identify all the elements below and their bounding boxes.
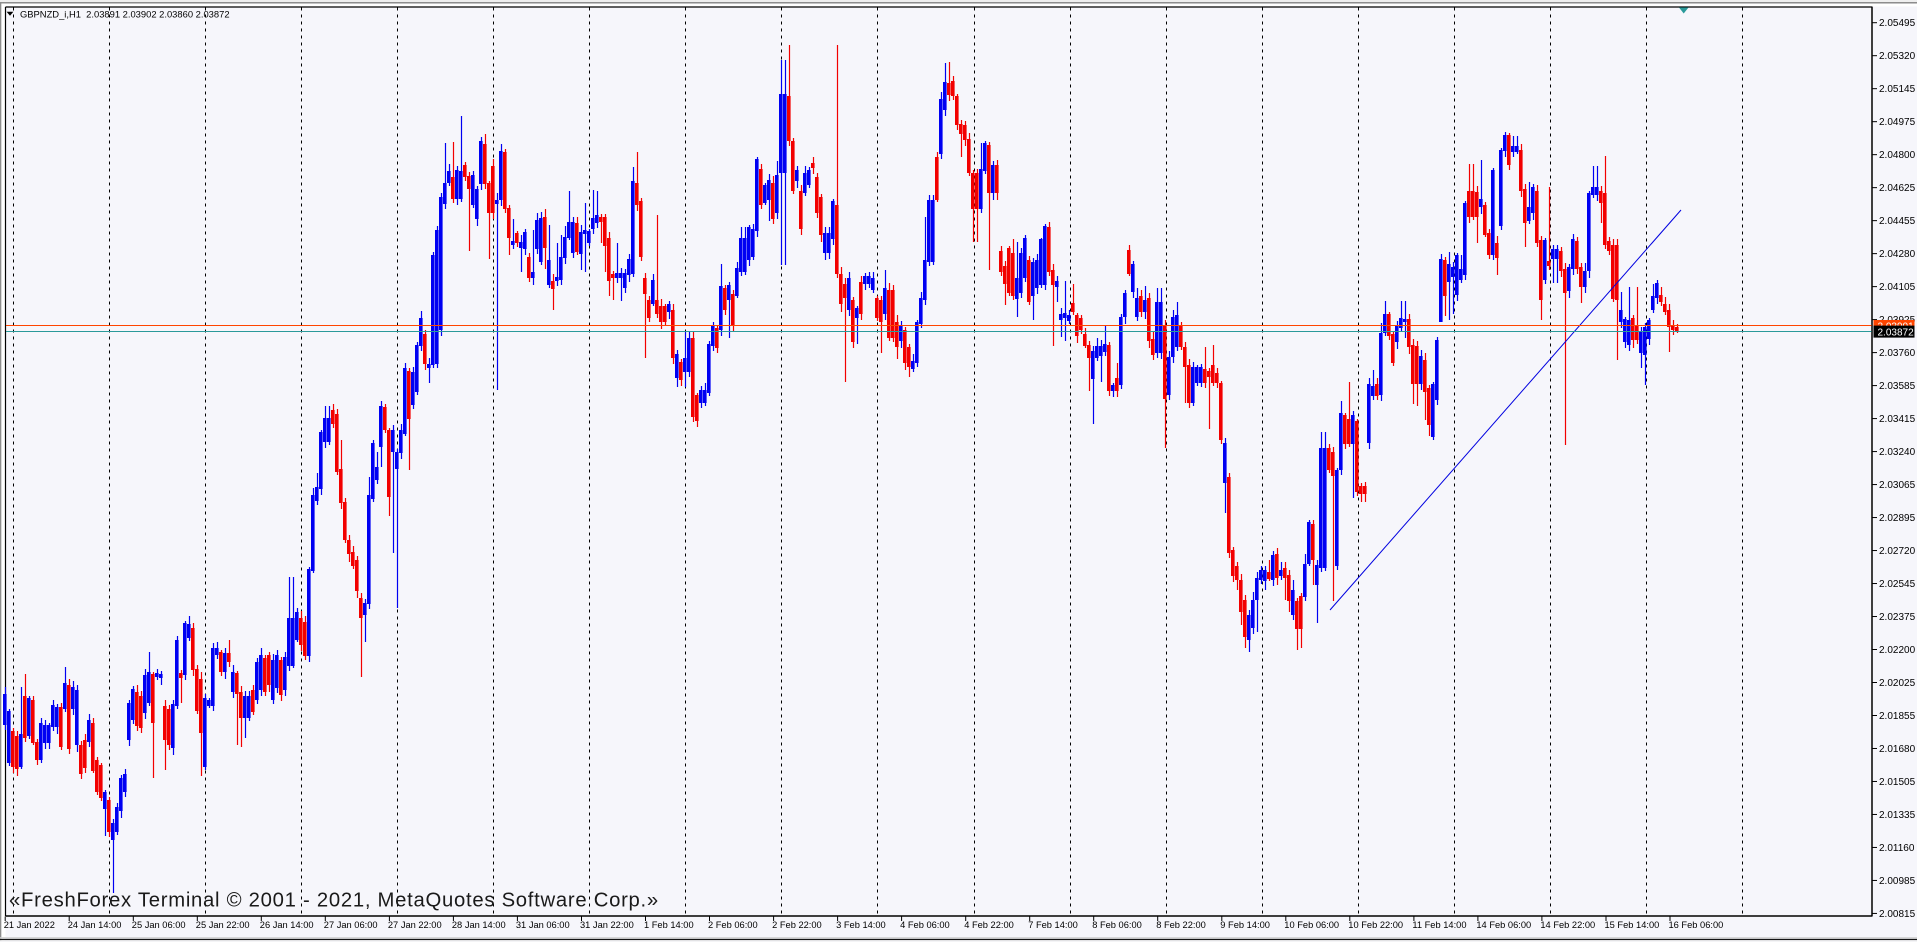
- svg-text:2.04625: 2.04625: [1879, 183, 1916, 194]
- svg-text:8 Feb 06:00: 8 Feb 06:00: [1092, 920, 1142, 930]
- svg-text:26 Jan 14:00: 26 Jan 14:00: [260, 920, 314, 930]
- svg-text:28 Jan 14:00: 28 Jan 14:00: [452, 920, 506, 930]
- svg-text:31 Jan 06:00: 31 Jan 06:00: [516, 920, 570, 930]
- svg-text:27 Jan 06:00: 27 Jan 06:00: [324, 920, 378, 930]
- svg-text:2.03585: 2.03585: [1879, 381, 1916, 392]
- svg-text:9 Feb 14:00: 9 Feb 14:00: [1220, 920, 1270, 930]
- svg-text:2 Feb 06:00: 2 Feb 06:00: [708, 920, 758, 930]
- svg-text:14 Feb 22:00: 14 Feb 22:00: [1540, 920, 1595, 930]
- svg-text:2.05320: 2.05320: [1879, 51, 1916, 62]
- svg-text:2.00815: 2.00815: [1879, 909, 1916, 920]
- svg-text:2.04455: 2.04455: [1879, 216, 1916, 227]
- svg-text:1 Feb 14:00: 1 Feb 14:00: [644, 920, 694, 930]
- svg-text:4 Feb 22:00: 4 Feb 22:00: [964, 920, 1014, 930]
- svg-text:25 Jan 06:00: 25 Jan 06:00: [132, 920, 186, 930]
- svg-text:2.03760: 2.03760: [1879, 348, 1916, 359]
- svg-text:2.02895: 2.02895: [1879, 513, 1916, 524]
- svg-text:2.00985: 2.00985: [1879, 876, 1916, 887]
- svg-text:2.05145: 2.05145: [1879, 84, 1916, 95]
- svg-text:2.02375: 2.02375: [1879, 612, 1916, 623]
- svg-text:2 Feb 22:00: 2 Feb 22:00: [772, 920, 822, 930]
- svg-text:7 Feb 14:00: 7 Feb 14:00: [1028, 920, 1078, 930]
- svg-text:25 Jan 22:00: 25 Jan 22:00: [196, 920, 250, 930]
- svg-text:«FreshForex Terminal © 2001 -: «FreshForex Terminal © 2001 - 2021, Meta…: [9, 890, 659, 912]
- svg-text:11 Feb 14:00: 11 Feb 14:00: [1412, 920, 1466, 930]
- svg-text:2.03872: 2.03872: [1878, 327, 1915, 338]
- svg-text:2.05495: 2.05495: [1879, 18, 1916, 29]
- svg-text:2.04280: 2.04280: [1879, 249, 1916, 260]
- svg-text:2.01335: 2.01335: [1879, 810, 1916, 821]
- svg-text:2.01855: 2.01855: [1879, 711, 1916, 722]
- svg-text:2.02200: 2.02200: [1879, 645, 1916, 656]
- svg-text:2.03240: 2.03240: [1879, 447, 1916, 458]
- svg-text:2.02025: 2.02025: [1879, 678, 1916, 689]
- svg-text:10 Feb 22:00: 10 Feb 22:00: [1348, 920, 1403, 930]
- svg-text:16 Feb 06:00: 16 Feb 06:00: [1669, 920, 1724, 930]
- svg-text:2.04105: 2.04105: [1879, 282, 1916, 293]
- svg-text:2.01505: 2.01505: [1879, 777, 1916, 788]
- svg-text:24 Jan 14:00: 24 Jan 14:00: [68, 920, 122, 930]
- svg-text:2.01680: 2.01680: [1879, 744, 1916, 755]
- svg-text:4 Feb 06:00: 4 Feb 06:00: [900, 920, 950, 930]
- svg-text:2.03065: 2.03065: [1879, 480, 1916, 491]
- svg-text:14 Feb 06:00: 14 Feb 06:00: [1476, 920, 1531, 930]
- svg-text:GBPNZD_i,H1 2.03891 2.03902 2: GBPNZD_i,H1 2.03891 2.03902 2.03860 2.03…: [20, 9, 230, 20]
- svg-text:15 Feb 14:00: 15 Feb 14:00: [1605, 920, 1660, 930]
- svg-text:2.01160: 2.01160: [1879, 843, 1915, 854]
- svg-text:2.03415: 2.03415: [1879, 414, 1916, 425]
- svg-text:3 Feb 14:00: 3 Feb 14:00: [836, 920, 886, 930]
- svg-text:2.02545: 2.02545: [1879, 579, 1916, 590]
- svg-text:2.04975: 2.04975: [1879, 117, 1916, 128]
- svg-text:2.02720: 2.02720: [1879, 546, 1916, 557]
- svg-text:21 Jan 2022: 21 Jan 2022: [4, 920, 55, 930]
- svg-text:10 Feb 06:00: 10 Feb 06:00: [1284, 920, 1339, 930]
- svg-text:27 Jan 22:00: 27 Jan 22:00: [388, 920, 442, 930]
- svg-text:8 Feb 22:00: 8 Feb 22:00: [1156, 920, 1206, 930]
- svg-text:31 Jan 22:00: 31 Jan 22:00: [580, 920, 634, 930]
- svg-text:2.04800: 2.04800: [1879, 150, 1916, 161]
